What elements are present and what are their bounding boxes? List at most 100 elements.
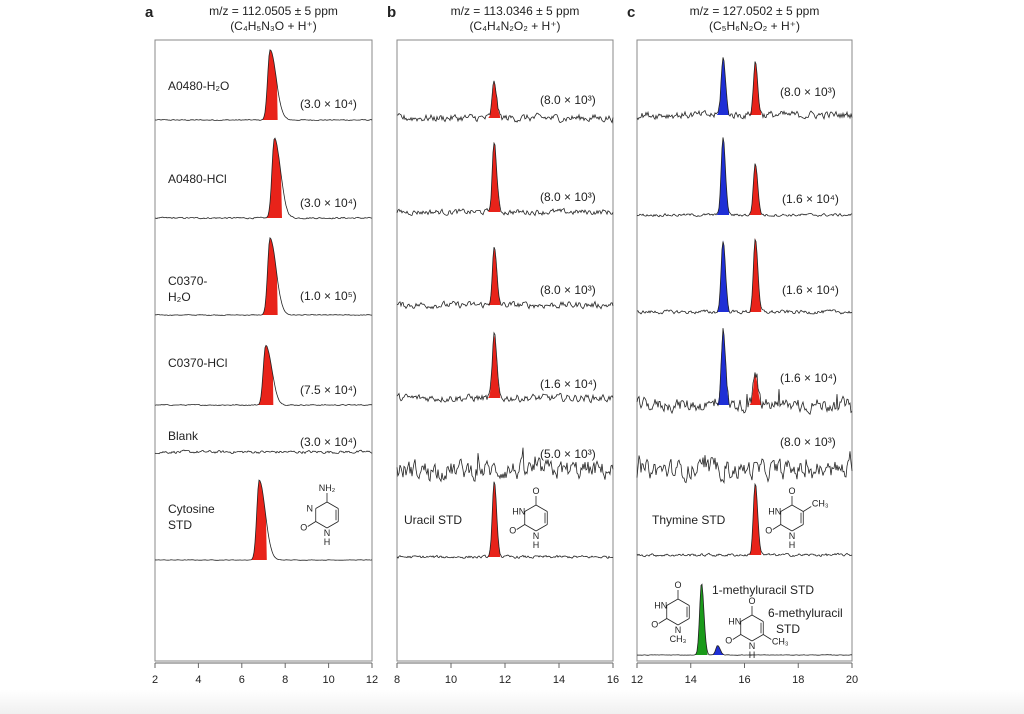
sample-label: STD	[168, 518, 192, 532]
trace-line	[396, 331, 614, 404]
intensity-scale-label: (1.6 × 10⁴)	[540, 377, 597, 391]
x-tick-label: 12	[631, 674, 643, 686]
peak-1	[488, 82, 501, 118]
atom-label: H	[324, 537, 331, 547]
intensity-scale-label: (1.6 × 10⁴)	[780, 371, 837, 385]
sample-label: H₂O	[168, 290, 191, 304]
peak-2	[749, 163, 762, 215]
intensity-scale-label: (8.0 × 10³)	[540, 190, 596, 204]
trace-line	[154, 49, 373, 122]
atom-label: O	[725, 636, 732, 646]
sample-label: Cytosine	[168, 502, 215, 516]
x-tick-label: 8	[282, 674, 288, 686]
trace-line	[154, 449, 373, 455]
trace-b-3	[396, 246, 614, 310]
bond	[315, 501, 328, 509]
atom-label: O	[748, 596, 755, 606]
peak-2	[749, 238, 762, 312]
bond	[732, 634, 741, 640]
sample-label: 1-methyluracil STD	[712, 583, 814, 597]
peak-1	[262, 49, 278, 120]
trace-b-1	[397, 80, 614, 124]
bond	[666, 598, 679, 606]
atom-label: CH₃	[670, 634, 687, 644]
trace-line	[396, 246, 614, 310]
panel-frame-c	[636, 39, 853, 662]
atom-label: N	[533, 531, 540, 541]
atom-label: HN	[768, 507, 781, 517]
bond	[326, 501, 339, 509]
intensity-scale-label: (8.0 × 10³)	[540, 283, 596, 297]
atom-label: N	[675, 625, 682, 635]
panel-subtitle: (C₄H₅N₃O + H⁺)	[230, 19, 317, 33]
atom-label: N	[324, 528, 331, 538]
intensity-scale-label: (8.0 × 10³)	[780, 85, 836, 99]
atom-label: O	[674, 580, 681, 590]
x-tick-label: 14	[685, 674, 697, 686]
intensity-scale-label: (1.0 × 10⁵)	[300, 289, 357, 303]
atom-label: N	[789, 531, 796, 541]
trace-line	[397, 80, 614, 124]
intensity-scale-label: (3.0 × 10⁴)	[300, 435, 357, 449]
panel-letter: a	[145, 4, 154, 21]
trace-line	[636, 482, 853, 558]
atom-label: CH₃	[812, 499, 829, 509]
intensity-scale-label: (5.0 × 10³)	[540, 447, 596, 461]
atom-label: HN	[654, 601, 667, 611]
x-tick-label: 10	[322, 674, 334, 686]
bond	[535, 504, 548, 512]
bond	[791, 504, 804, 512]
peak-1	[695, 584, 708, 655]
intensity-scale-label: (8.0 × 10³)	[780, 435, 836, 449]
trace-line	[396, 141, 614, 217]
bond	[791, 524, 804, 532]
x-tick-label: 16	[607, 674, 619, 686]
bond	[307, 521, 316, 527]
trace-line	[636, 328, 853, 415]
atom-label: CH₃	[772, 637, 789, 647]
intensity-scale-label: (1.6 × 10⁴)	[782, 283, 839, 297]
peak-1	[749, 483, 762, 555]
peak-1	[716, 329, 730, 405]
panel-title: m/z = 112.0505 ± 5 ppm	[209, 4, 338, 18]
x-tick-label: 4	[195, 674, 201, 686]
peak-1	[251, 480, 267, 560]
x-tick-label: 2	[152, 674, 158, 686]
panel-letter: b	[387, 4, 396, 21]
bond	[535, 524, 548, 532]
trace-c-2	[636, 137, 853, 218]
bond	[751, 634, 764, 642]
atom-label: N	[749, 641, 756, 651]
bond	[740, 614, 753, 622]
intensity-scale-label: (8.0 × 10³)	[540, 93, 596, 107]
trace-a-2	[154, 137, 373, 220]
trace-line	[154, 137, 373, 220]
bond	[315, 521, 328, 529]
bond	[677, 618, 690, 626]
bond	[763, 634, 772, 640]
trace-line	[636, 451, 853, 485]
sample-label: Thymine STD	[652, 513, 726, 527]
peak-1	[262, 238, 278, 315]
intensity-scale-label: (3.0 × 10⁴)	[300, 97, 357, 111]
trace-a-5	[154, 449, 373, 455]
peak-1	[488, 483, 501, 557]
structure-thymine: O HN O NH CH₃	[765, 486, 829, 550]
peak-1	[488, 335, 501, 398]
sample-label: Blank	[168, 429, 199, 443]
atom-label: NH₂	[319, 483, 336, 493]
sample-label: 6-methyluracil	[768, 606, 843, 620]
panel-frame-b	[396, 39, 614, 662]
trace-line	[636, 137, 853, 218]
atom-label: HN	[512, 507, 525, 517]
structure-uracil: O HN O NH	[509, 486, 548, 550]
atom-label: O	[532, 486, 539, 496]
trace-line	[154, 479, 373, 561]
trace-a-1	[154, 49, 373, 122]
intensity-scale-label: (7.5 × 10⁴)	[300, 383, 357, 397]
trace-line	[155, 344, 373, 407]
bond	[516, 524, 525, 530]
bond	[658, 618, 667, 624]
trace-line	[636, 238, 853, 315]
